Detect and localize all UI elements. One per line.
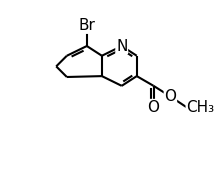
Text: N: N [116, 39, 127, 53]
Text: CH₃: CH₃ [186, 100, 214, 115]
Text: Br: Br [78, 18, 95, 33]
Text: O: O [164, 89, 176, 104]
Text: O: O [148, 100, 160, 115]
